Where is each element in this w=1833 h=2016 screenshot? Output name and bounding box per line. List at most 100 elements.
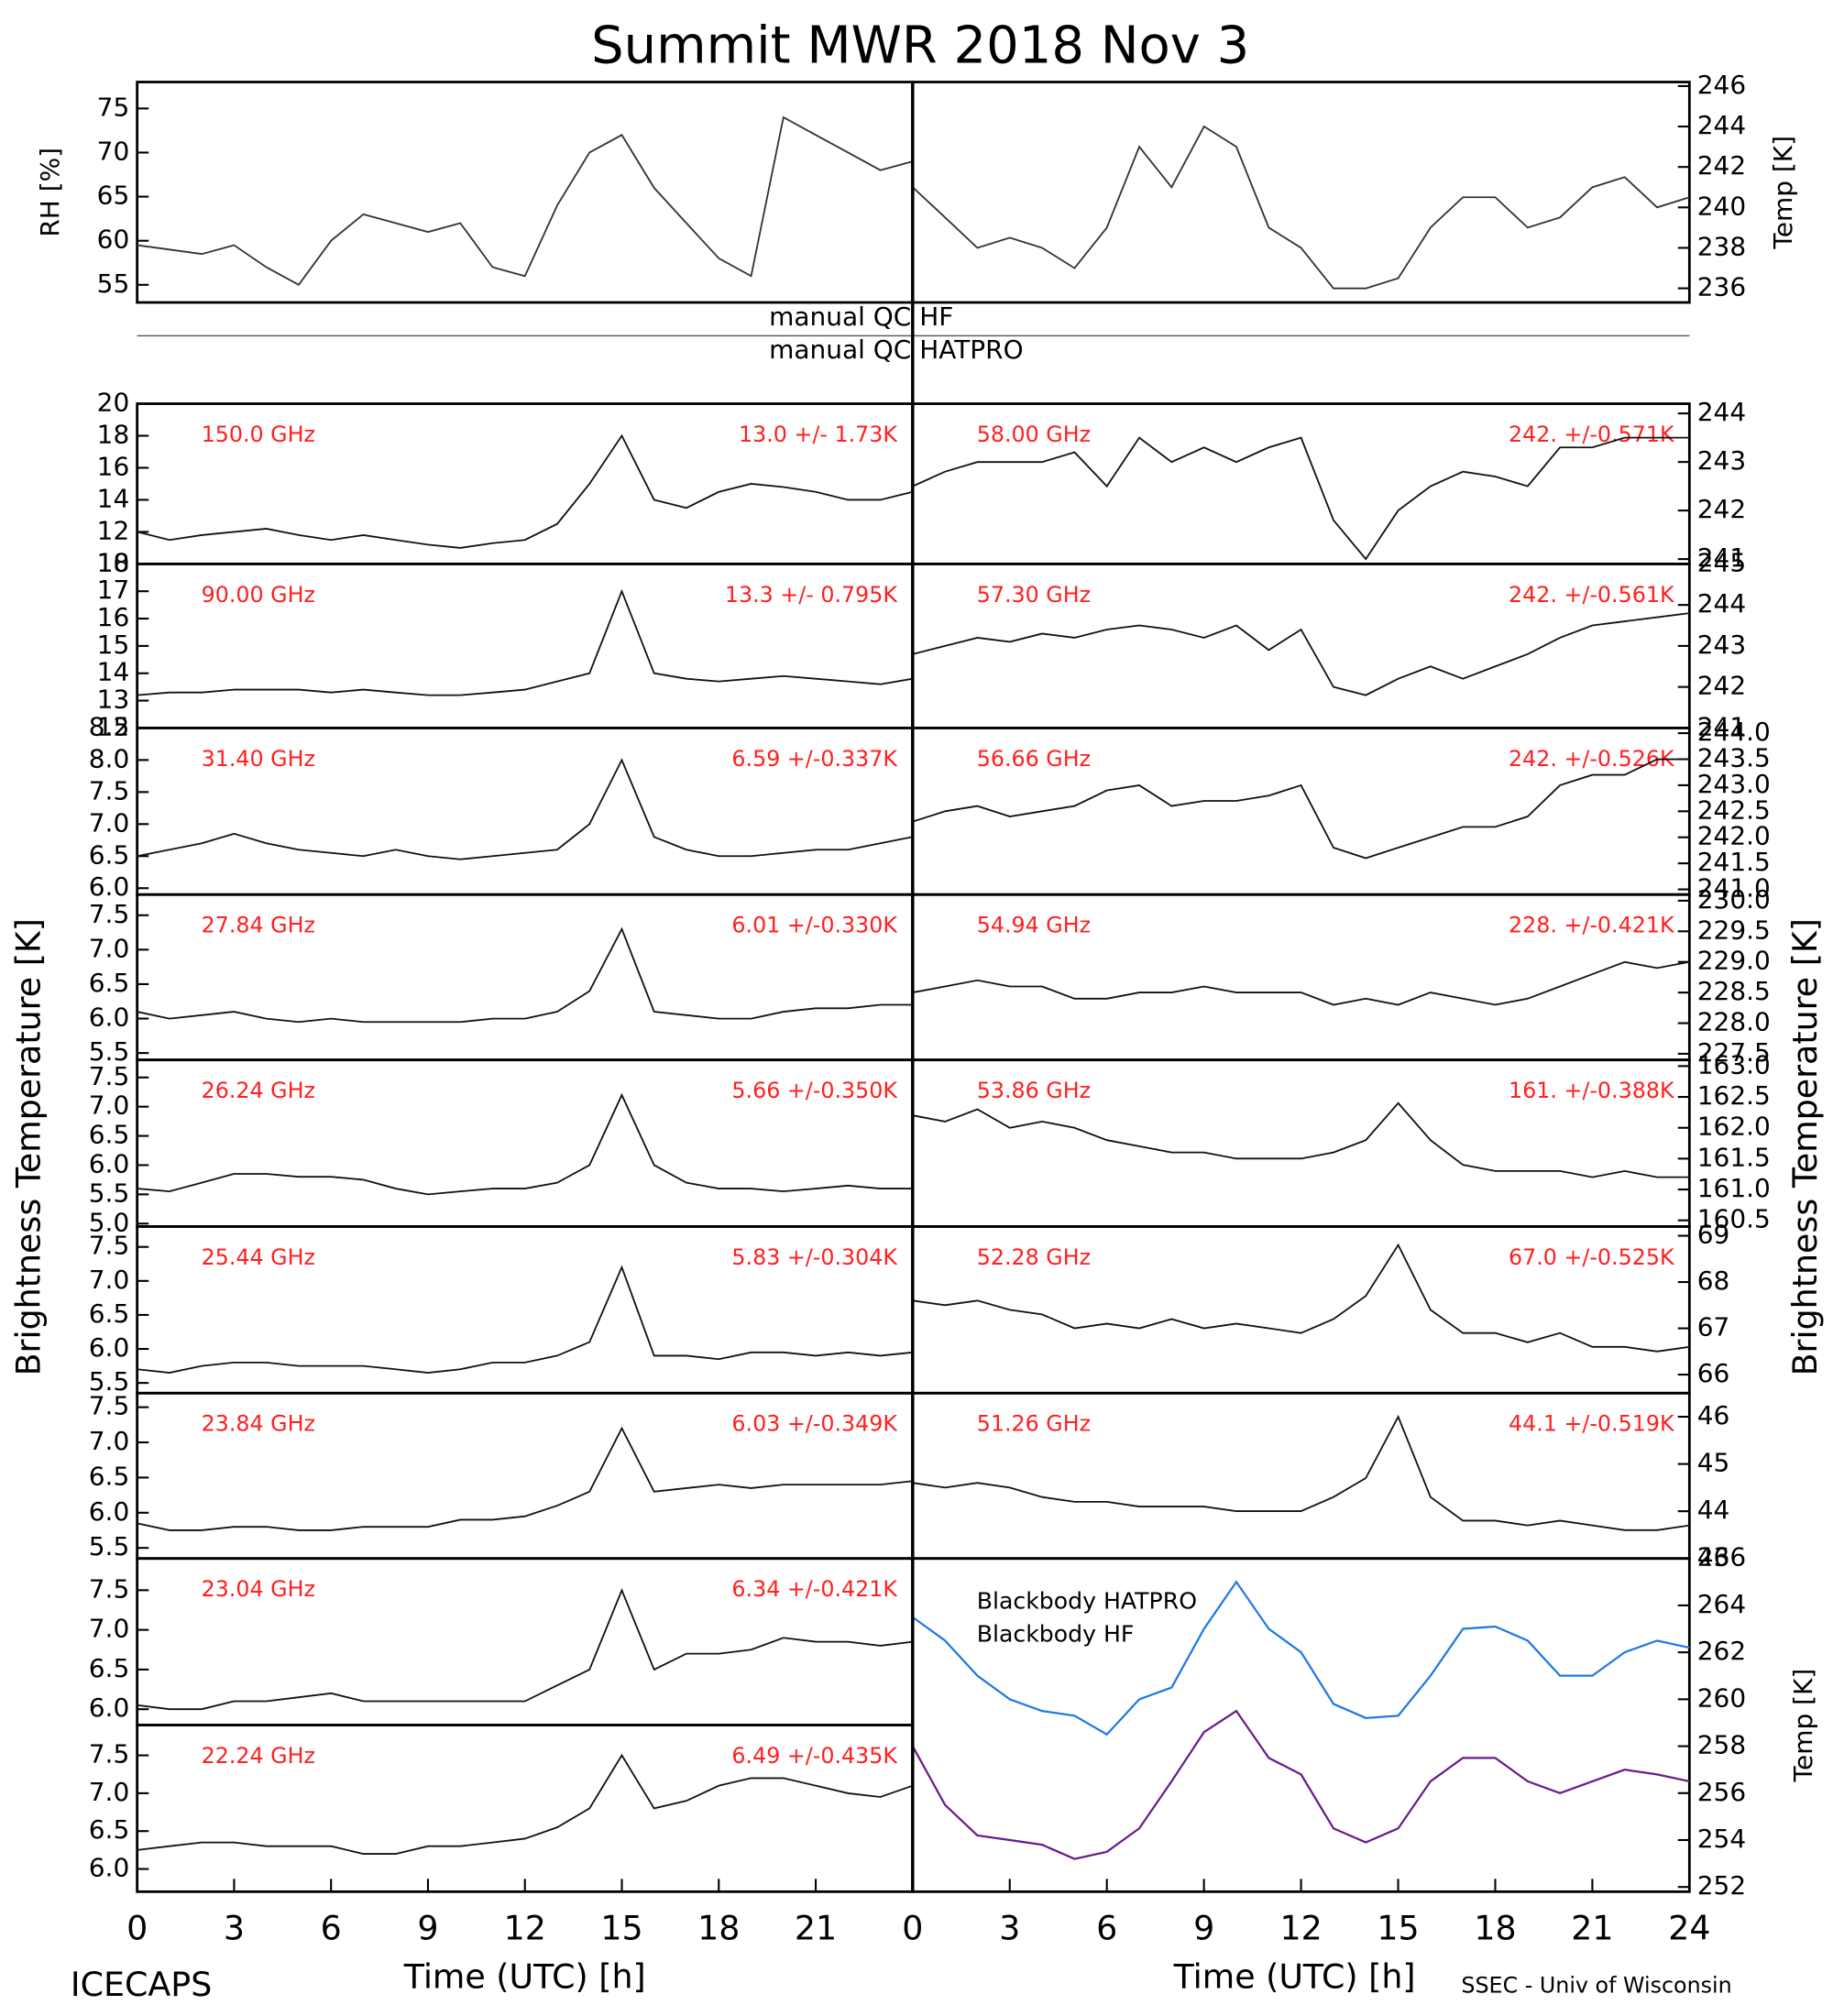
y-tick-label: 7.0 — [89, 1090, 129, 1121]
x-tick-label: 21 — [795, 1908, 837, 1947]
y-tick-label: 6.5 — [89, 1814, 129, 1845]
y-tick-label: 241 — [1697, 542, 1746, 573]
stat-label: 44.1 +/-0.519K — [1509, 1411, 1675, 1437]
y-tick-label: 68 — [1697, 1265, 1730, 1296]
stat-label: 242. +/-0.571K — [1509, 422, 1675, 447]
y-tick-label: 10 — [97, 547, 130, 577]
data-line — [912, 960, 1690, 1006]
y-tick-label: 6.5 — [89, 1298, 129, 1329]
stat-label: 161. +/-0.388K — [1509, 1078, 1675, 1103]
y-tick-label: 246 — [1697, 70, 1746, 100]
legend-entry: Blackbody HF — [977, 1621, 1135, 1648]
y-tick-label: 8.0 — [89, 743, 129, 773]
data-line — [912, 1580, 1690, 1737]
x-tick-label: 12 — [504, 1908, 546, 1947]
y-tick-label: 163.0 — [1697, 1049, 1771, 1079]
x-tick-label: 0 — [126, 1908, 148, 1947]
y-tick-label: 241.5 — [1697, 847, 1771, 877]
y-tick-label: 60 — [97, 225, 130, 255]
y-tick-label: 242.0 — [1697, 821, 1771, 851]
data-line — [911, 1709, 1690, 1860]
data-line — [137, 115, 914, 286]
y-axis-title: RH [%] — [35, 148, 65, 237]
y-tick-label: 7.5 — [89, 1391, 129, 1421]
y-tick-label: 243.5 — [1697, 742, 1771, 772]
y-tick-label: 241 — [1697, 711, 1746, 741]
y-tick-label: 228.0 — [1697, 1007, 1771, 1037]
stat-label: 242. +/-0.561K — [1509, 582, 1675, 608]
y-tick-label: 252 — [1697, 1870, 1746, 1901]
y-tick-label: 243 — [1697, 630, 1746, 660]
y-tick-label: 43 — [1697, 1542, 1730, 1572]
y-tick-label: 67 — [1697, 1312, 1730, 1342]
y-tick-label: 162.0 — [1697, 1112, 1771, 1142]
x-axis-title: Time (UTC) [h] — [403, 1956, 646, 1996]
stat-label: 228. +/-0.421K — [1509, 913, 1675, 938]
y-tick-label: 238 — [1697, 231, 1746, 261]
y-tick-label: 162.5 — [1697, 1080, 1771, 1111]
data-line — [912, 1414, 1690, 1531]
data-line — [137, 926, 913, 1024]
frequency-label: 27.84 GHz — [202, 913, 315, 938]
data-line — [912, 758, 1690, 860]
y-tick-label: 242 — [1697, 671, 1746, 701]
y-tick-label: 6.0 — [89, 1148, 129, 1178]
stat-label: 6.59 +/-0.337K — [731, 746, 898, 772]
y-tick-label: 6.5 — [89, 968, 129, 998]
frequency-label: 53.86 GHz — [977, 1078, 1091, 1103]
y-tick-label: 160.5 — [1697, 1204, 1771, 1234]
x-tick-label: 21 — [1571, 1908, 1613, 1947]
data-line — [137, 1753, 914, 1855]
data-line — [137, 588, 913, 696]
legend-entry: Blackbody HATPRO — [977, 1587, 1197, 1614]
x-tick-label: 15 — [600, 1908, 642, 1947]
y-tick-label: 15 — [97, 630, 130, 660]
footer-label: SSEC - Univ of Wisconsin — [1461, 1972, 1731, 1998]
y-tick-label: 244 — [1697, 588, 1746, 619]
y-tick-label: 14 — [97, 483, 130, 513]
y-tick-label: 69 — [1697, 1220, 1730, 1250]
y-tick-label: 161.0 — [1697, 1173, 1771, 1203]
y-axis-title: Brightness Temperature [K] — [1785, 918, 1825, 1375]
y-tick-label: 7.5 — [89, 1231, 129, 1261]
data-line — [137, 1265, 913, 1374]
y-tick-label: 70 — [97, 136, 130, 166]
data-line — [912, 436, 1690, 561]
y-tick-label: 6.5 — [89, 1653, 129, 1683]
frequency-label: 150.0 GHz — [202, 422, 315, 447]
y-tick-label: 7.5 — [89, 1573, 129, 1604]
frequency-label: 51.26 GHz — [977, 1411, 1091, 1437]
y-tick-label: 7.0 — [89, 807, 129, 838]
frequency-label: 31.40 GHz — [202, 746, 315, 772]
y-tick-label: 66 — [1697, 1358, 1730, 1388]
y-axis-title: Temp [K] — [1768, 136, 1798, 250]
y-tick-label: 244 — [1697, 397, 1746, 427]
y-tick-label: 45 — [1697, 1448, 1730, 1478]
y-tick-label: 228.5 — [1697, 976, 1771, 1006]
frequency-label: 52.28 GHz — [977, 1244, 1091, 1270]
x-tick-label: 0 — [902, 1908, 923, 1947]
x-tick-label: 18 — [1474, 1908, 1516, 1947]
y-tick-label: 229.0 — [1697, 946, 1771, 976]
y-tick-label: 8.5 — [89, 711, 129, 741]
frequency-label: 54.94 GHz — [977, 913, 1091, 938]
data-line — [137, 1426, 913, 1531]
y-tick-label: 242 — [1697, 150, 1746, 181]
y-tick-label: 12 — [97, 711, 130, 741]
y-tick-label: 241.0 — [1697, 873, 1771, 904]
x-tick-label: 15 — [1377, 1908, 1419, 1947]
x-tick-label: 3 — [224, 1908, 245, 1947]
y-tick-label: 254 — [1697, 1824, 1746, 1854]
y-tick-label: 5.5 — [89, 1531, 129, 1561]
y-tick-label: 6.0 — [89, 1332, 129, 1363]
y-tick-label: 16 — [97, 451, 130, 481]
y-tick-label: 20 — [97, 388, 130, 418]
y-tick-label: 13 — [97, 685, 130, 715]
y-tick-label: 266 — [1697, 1542, 1746, 1572]
x-tick-label: 6 — [321, 1908, 342, 1947]
x-axis-title: Time (UTC) [h] — [1173, 1956, 1416, 1996]
frequency-label: 56.66 GHz — [977, 746, 1091, 772]
stat-label: 6.49 +/-0.435K — [731, 1743, 898, 1769]
y-tick-label: 161.5 — [1697, 1142, 1771, 1172]
y-tick-label: 6.5 — [89, 1461, 129, 1491]
